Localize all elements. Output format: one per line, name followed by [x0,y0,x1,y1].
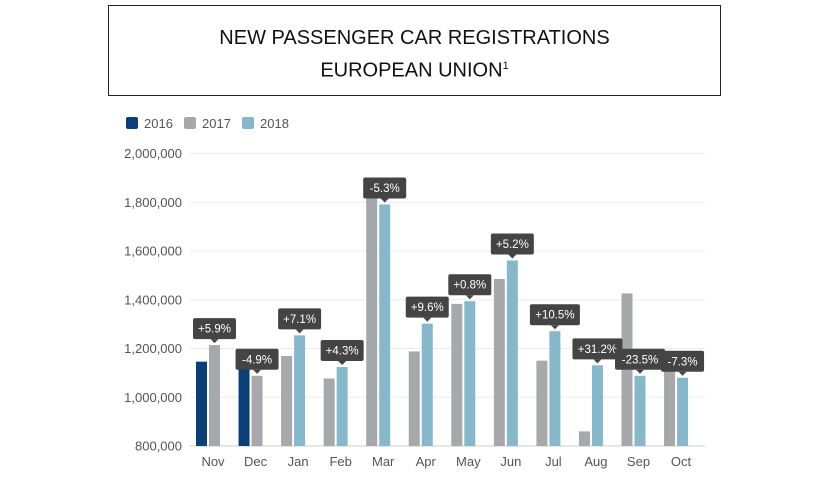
change-label-pointer [210,339,219,344]
bar-2018-jul [549,331,561,446]
x-tick-label: Mar [372,454,395,469]
subtitle-footnote: 1 [502,60,509,72]
change-label-pointer [550,325,559,330]
change-label-box [615,348,665,370]
change-label: +10.5% [535,310,574,322]
change-label-pointer [253,369,262,374]
x-tick-label: Oct [671,454,692,469]
chart-subtitle: EUROPEAN UNION1 [109,52,720,85]
bar-2017-apr [408,351,420,446]
bar-2017-mar [366,180,378,446]
change-label: +4.3% [326,346,359,358]
bar-2018-apr [421,323,433,446]
change-label-box [448,274,492,296]
x-tick-label: Jan [288,454,309,469]
chart-title-box: NEW PASSENGER CAR REGISTRATIONS EUROPEAN… [108,5,721,96]
x-tick-label: Dec [244,454,268,469]
change-label: -23.5% [622,354,658,366]
legend-label-2016: 2016 [144,116,173,131]
legend-swatch-2017 [184,117,196,129]
change-label-pointer [338,361,347,366]
x-tick-label: Apr [416,454,437,469]
bar-2017-oct [664,357,676,446]
change-label-box [572,338,623,360]
x-tick-label: Sep [627,454,650,469]
bar-2017-nov [209,345,220,446]
bar-2016-nov [196,361,207,446]
subtitle-text: EUROPEAN UNION [320,59,503,82]
bar-2017-dec [251,375,263,446]
x-tick-label: Jul [545,454,562,469]
change-label-pointer [380,198,389,203]
change-label-pointer [295,329,304,334]
bar-2018-aug [591,365,603,446]
change-label: +7.1% [283,314,316,326]
bar-2016-dec [238,363,250,446]
change-label-box [193,318,236,340]
change-label-pointer [508,254,517,259]
legend-label-2018: 2018 [260,116,289,131]
legend-swatch-2018 [242,117,254,129]
bar-2017-jun [493,279,505,446]
bar-2018-jan [294,335,306,446]
y-tick-label: 1,600,000 [124,244,182,259]
y-tick-label: 2,000,000 [124,146,182,161]
bar-2018-may [464,301,476,446]
bar-2018-oct [677,377,689,446]
change-label-box [278,308,322,330]
change-label: +5.2% [496,239,529,251]
bar-2017-may [451,303,463,446]
change-label-pointer [465,295,474,300]
y-tick-label: 1,000,000 [124,390,182,405]
change-label-pointer [636,369,644,374]
y-tick-label: 800,000 [135,439,182,454]
change-label-box [363,177,407,199]
change-label: +0.8% [453,280,486,292]
change-label: +5.9% [198,324,231,336]
bar-2017-feb [323,378,335,446]
x-tick-label: Feb [329,454,351,469]
change-label-box [235,348,279,370]
chart-title: NEW PASSENGER CAR REGISTRATIONS [219,27,610,49]
change-label-pointer [593,359,602,364]
x-tick-label: May [456,454,481,469]
change-label-box [405,296,449,318]
bar-2018-sep [634,375,646,446]
change-label-box [490,233,534,255]
x-tick-label: Aug [584,454,607,469]
bar-2018-jun [506,260,518,446]
bar-2018-feb [336,367,348,446]
bar-2017-aug [578,431,590,446]
change-label-box [529,304,580,326]
x-tick-label: Jun [500,454,521,469]
bar-2017-jan [281,356,293,446]
bar-2017-jul [536,360,548,446]
legend-label-2017: 2017 [202,116,231,131]
legend-swatch-2016 [126,117,138,129]
bar-2018-mar [379,204,391,446]
change-label: -7.3% [668,356,698,368]
change-label: -4.9% [242,354,272,366]
change-label: +9.6% [411,302,444,314]
x-tick-label: Nov [201,454,225,469]
change-label-pointer [678,371,687,376]
change-label: -5.3% [370,183,400,195]
change-label-box [661,350,705,372]
change-label-pointer [423,317,432,322]
y-tick-label: 1,200,000 [124,341,182,356]
change-label-box [320,340,364,362]
y-tick-label: 1,800,000 [124,195,182,210]
change-label: +31.2% [578,344,617,356]
y-tick-label: 1,400,000 [124,292,182,307]
